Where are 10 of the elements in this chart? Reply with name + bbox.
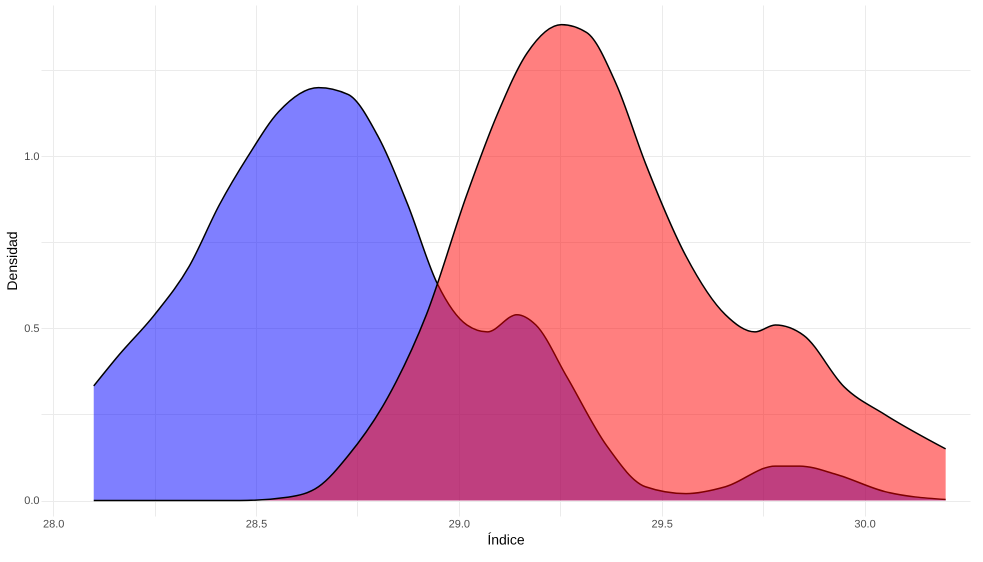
y-axis-title: Densidad	[4, 231, 20, 291]
y-tick-label: 1.0	[24, 150, 40, 163]
x-tick-label: 29.5	[651, 518, 673, 530]
y-tick-label: 0.5	[24, 322, 40, 335]
x-tick-label: 29.0	[448, 518, 470, 530]
x-tick-label: 30.0	[854, 518, 876, 530]
x-axis-title: Índice	[487, 532, 525, 548]
y-tick-label: 0.0	[24, 495, 40, 508]
x-tick-label: 28.0	[42, 518, 64, 530]
x-tick-label: 28.5	[246, 518, 268, 530]
